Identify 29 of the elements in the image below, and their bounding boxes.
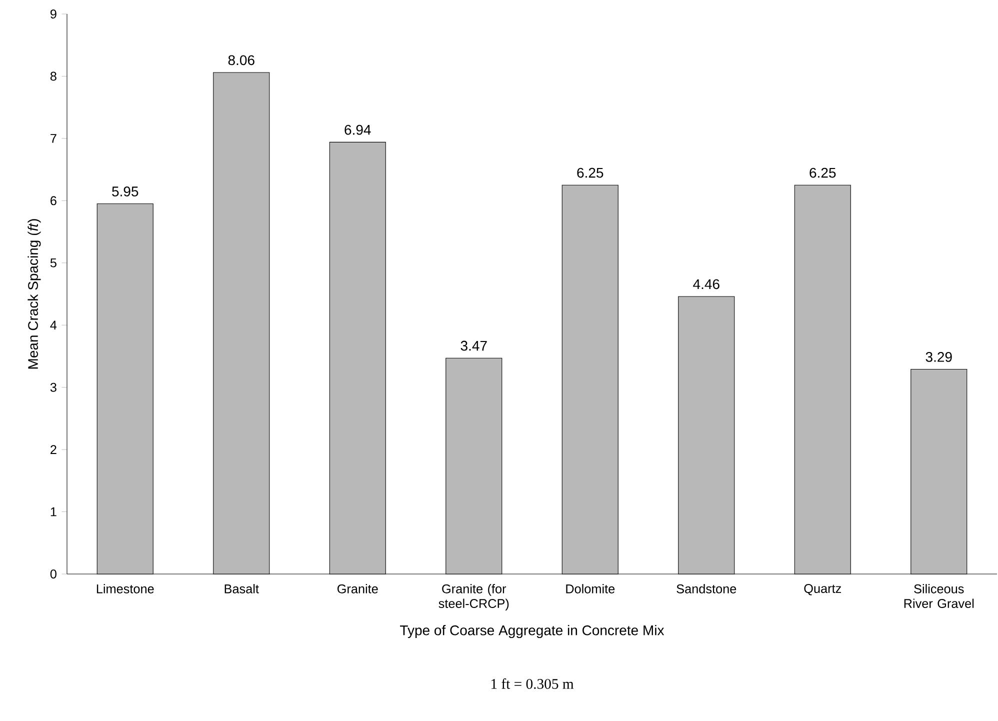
- y-tick-label: 6: [50, 196, 56, 206]
- y-tick-label: 8: [50, 72, 56, 81]
- data-label: 6.94: [344, 124, 371, 135]
- y-axis-title: Mean Crack Spacing (ft): [28, 219, 41, 369]
- x-tick-label: Quartz: [804, 584, 842, 596]
- data-label: 6.25: [577, 168, 604, 178]
- data-label: 5.95: [112, 186, 138, 196]
- y-tick-label: 4: [50, 320, 57, 330]
- x-tick-label: Basalt: [224, 584, 259, 594]
- x-tick-label: Limestone: [96, 584, 154, 594]
- x-tick-label: Granite (for steel-CRCP): [438, 584, 509, 610]
- y-tick-label: 9: [50, 10, 56, 18]
- data-label: 6.25: [810, 168, 836, 178]
- data-label: 8.06: [228, 55, 254, 66]
- y-tick-label: 1: [50, 507, 56, 516]
- x-axis-title: Type of Coarse Aggregate in Concrete Mix: [400, 625, 664, 638]
- y-tick-label: 2: [50, 445, 56, 454]
- data-label: 3.29: [926, 352, 952, 362]
- data-label: 3.47: [460, 340, 487, 351]
- x-tick-label: Dolomite: [566, 584, 615, 594]
- x-tick-label: Granite: [337, 584, 378, 594]
- text: 1 ft = 0.305 m: [491, 678, 574, 689]
- data-label: 4.46: [693, 279, 720, 290]
- x-tick-label: Sandstone: [676, 584, 736, 594]
- y-tick-label: 7: [50, 134, 56, 143]
- y-tick-label: 3: [50, 382, 56, 392]
- y-tick-label: 5: [50, 258, 56, 268]
- x-tick-label: Siliceous River Gravel: [904, 584, 974, 608]
- y-tick-label: 0: [50, 570, 56, 578]
